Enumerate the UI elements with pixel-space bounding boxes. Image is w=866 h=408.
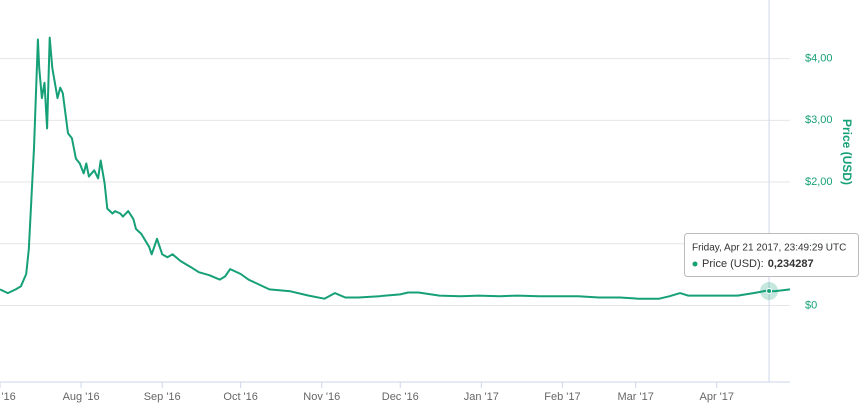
- x-tick-label: Mar '17: [617, 391, 653, 403]
- x-tick-label: Apr '17: [699, 391, 734, 403]
- tooltip-value: Price (USD): 0,234287: [702, 258, 814, 270]
- y-tick-label: $0: [805, 299, 817, 311]
- tooltip-bullet: [692, 261, 698, 267]
- tooltip-date: Friday, Apr 21 2017, 23:49:29 UTC: [692, 243, 846, 254]
- y-tick-label: $4,00: [805, 53, 833, 65]
- y-tick-label: $2,00: [805, 176, 833, 188]
- x-tick-label: Jul '16: [0, 391, 16, 403]
- x-tick-label: Dec '16: [382, 391, 419, 403]
- price-line: [0, 36, 791, 300]
- x-tick-label: Aug '16: [63, 391, 100, 403]
- tooltip-box: [684, 233, 859, 277]
- tooltip-label: Price (USD):: [702, 258, 764, 270]
- x-tick-label: Sep '16: [144, 391, 181, 403]
- hover-point: [766, 288, 773, 295]
- x-tick-label: Feb '17: [544, 391, 580, 403]
- x-tick-label: Oct '16: [223, 391, 258, 403]
- y-axis-title: Price (USD): [840, 119, 854, 185]
- x-tick-label: Jan '17: [464, 391, 499, 403]
- tooltip: Friday, Apr 21 2017, 23:49:29 UTC Price (…: [684, 233, 859, 277]
- tooltip-number: 0,234287: [768, 258, 814, 270]
- x-tick-label: Nov '16: [303, 391, 340, 403]
- y-tick-label: $3,00: [805, 114, 833, 126]
